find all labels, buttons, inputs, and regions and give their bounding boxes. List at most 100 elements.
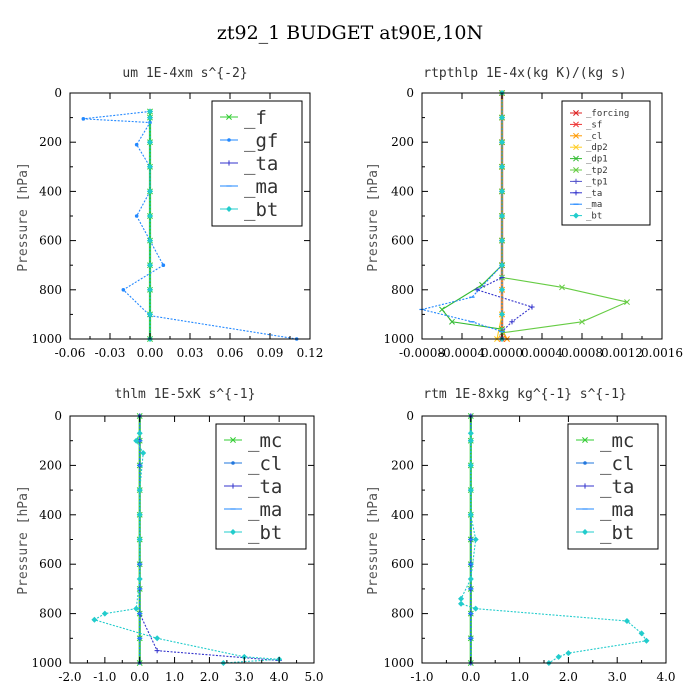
data-point [133,437,140,444]
data-point [474,287,480,293]
legend: _mc_cl_ta_ma_bt [215,423,307,550]
data-point [136,430,143,437]
legend: _mc_cl_ta_ma_bt [567,423,659,550]
legend-marker [573,212,579,219]
data-point [147,262,153,269]
data-point [133,605,140,612]
legend-marker [230,483,236,489]
data-point [624,299,630,306]
data-point [147,163,153,170]
y-tick-label: 1000 [31,656,62,670]
x-tick-label: 0.00 [137,346,164,360]
x-tick-label: 4.0 [656,670,675,684]
legend-item: _mc [224,430,282,452]
series-bt [91,430,283,666]
legend-label: _bt [586,212,602,222]
legend-item: _ma [220,176,278,198]
x-tick-label: -1.0 [410,670,433,684]
series-line [93,433,280,664]
data-point [136,487,143,494]
legend-label: _cl [248,453,282,475]
y-tick-label: 800 [391,283,414,297]
y-tick-label: 600 [39,557,62,571]
legend: _f_gf_ta_ma_bt [211,100,303,227]
x-tick-label: -0.06 [55,346,86,360]
legend-item: _tp1 [570,177,608,187]
legend-item: _ta [576,476,634,498]
y-tick-label: 1000 [383,656,414,670]
data-point [147,237,153,244]
data-point [499,139,505,146]
x-tick-label: 0.0 [461,670,480,684]
data-point [467,437,474,444]
data-point [499,188,505,195]
x-tick-label: -0.03 [95,346,126,360]
legend-item: _ta [570,189,602,199]
y-tick-label: 1000 [383,332,414,346]
panel-rtm: rtm 1E-8xkg kg^{-1} s^{-1} Pressure [hPa… [366,387,676,684]
panel-title: rtpthlp 1E-4x(kg K)/(kg s) [423,66,627,81]
x-tick-label: 0.06 [217,346,244,360]
data-point [638,630,645,637]
y-tick-label: 200 [391,135,414,149]
legend-marker [583,461,587,465]
x-tick-label: 1.0 [165,670,184,684]
x-tick-label: 0.0012 [601,346,643,360]
x-tick-label: 0.0016 [641,346,683,360]
legend-item: _bt [224,522,282,544]
legend-item: _f [220,107,267,129]
legend-item: _mc [576,430,634,452]
legend-label: _ta [248,476,282,498]
y-tick-label: 0 [54,409,62,423]
legend-item: _dp1 [570,155,608,165]
legend-label: _forcing [586,109,629,119]
legend-marker [573,110,579,116]
data-point [499,286,505,293]
data-point [499,213,505,219]
legend-label: _tp1 [586,177,608,187]
data-point [565,650,572,657]
y-axis-label: Pressure [hPa] [16,485,31,595]
legend-item: _ma [576,499,634,521]
legend-marker [582,529,588,535]
y-tick-label: 800 [39,607,62,621]
legend-label: _ma [244,176,278,198]
legend-marker [230,529,236,535]
panel-um: um 1E-4xm s^{-2} Pressure [hPa] -0.06 -0.… [16,66,323,360]
legend-marker [230,437,236,443]
legend-marker [573,167,579,173]
data-point [529,304,535,310]
legend-label: _bt [248,522,282,544]
legend-label: _bt [244,199,278,221]
series-line [441,93,503,330]
y-tick-label: 0 [406,86,414,100]
data-point [555,653,562,660]
legend-label: _cl [600,453,634,475]
legend-marker [573,144,579,151]
data-point [467,487,474,494]
x-tick-label: -0.0008 [399,346,445,360]
legend-item: _sf [570,120,602,130]
x-tick-label: 2.0 [200,670,219,684]
x-tick-label: 2.0 [559,670,578,684]
x-tick-label: 5.0 [304,670,323,684]
series-bt [499,90,505,342]
legend-marker [227,138,231,142]
legend-label: _ma [248,499,282,521]
y-tick-label: 0 [54,86,62,100]
legend-label: _mc [248,430,282,452]
legend-label: _f [244,107,267,129]
data-point [241,653,248,660]
series-ta [474,90,535,335]
legend-label: _tp2 [586,166,608,176]
y-tick-label: 800 [39,283,62,297]
data-point [509,319,515,325]
data-point [81,117,86,121]
legend-label: _bt [600,522,634,544]
y-tick-label: 600 [391,234,414,248]
legend-label: _cl [586,132,602,142]
data-point [147,114,153,121]
legend-item: _gf [220,130,278,152]
legend-marker [573,190,579,196]
legend-marker [226,206,232,212]
